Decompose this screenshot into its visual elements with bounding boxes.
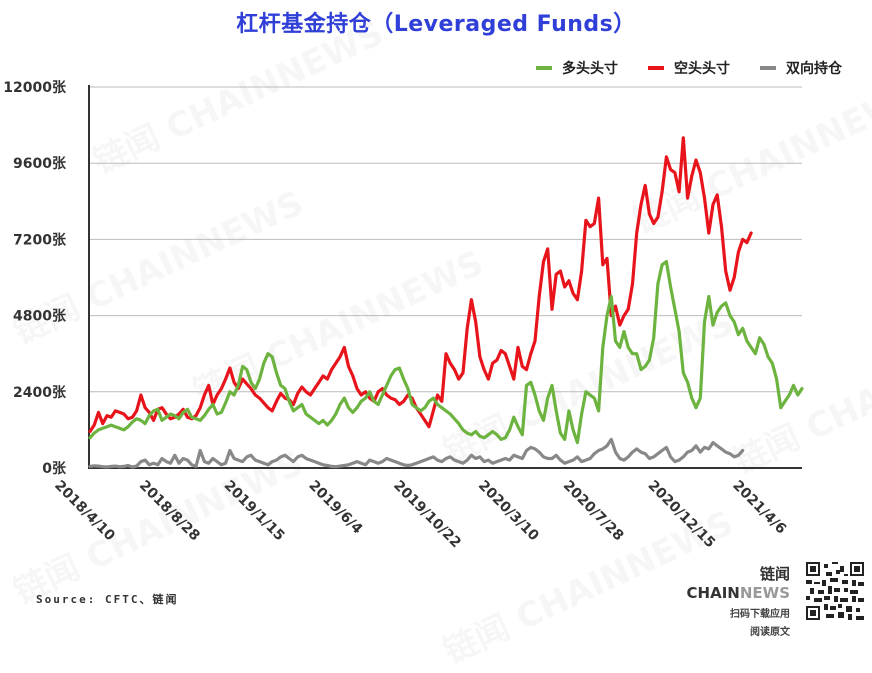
source-note: Source: CFTC、链闻 bbox=[36, 593, 179, 606]
legend-item-long: 多头头寸 bbox=[536, 58, 618, 78]
brand-read-text: 阅读原文 bbox=[750, 627, 790, 638]
x-tick-label: 2019/10/22 bbox=[390, 478, 464, 552]
legend-label-long: 多头头寸 bbox=[562, 61, 618, 77]
y-tick-label: 2400张 bbox=[13, 385, 67, 401]
chart-title: 杠杆基金持仓（Leveraged Funds） bbox=[236, 12, 636, 37]
qr-code-icon[interactable] bbox=[806, 562, 864, 620]
y-tick-label: 12000张 bbox=[3, 80, 67, 96]
legend-label-spread: 双向持仓 bbox=[786, 61, 842, 77]
x-tick-label: 2019/1/15 bbox=[221, 478, 288, 545]
legend-swatch-long bbox=[536, 66, 552, 70]
x-tick-label: 2018/4/10 bbox=[51, 478, 118, 545]
legend-swatch-spread bbox=[760, 66, 776, 70]
y-tick-label: 9600张 bbox=[13, 156, 67, 172]
legend: 多头头寸 空头头寸 双向持仓 bbox=[536, 58, 842, 78]
x-tick-label: 2019/6/4 bbox=[305, 478, 365, 538]
x-tick-label: 2018/8/28 bbox=[136, 478, 203, 545]
brand-download-text: 扫码下载应用 bbox=[730, 609, 790, 620]
brand-name: 链闻 CHAINNEWS bbox=[686, 565, 790, 602]
legend-label-short: 空头头寸 bbox=[674, 61, 730, 77]
x-tick-label: 2021/4/6 bbox=[729, 478, 789, 538]
series-line-0 bbox=[88, 260, 804, 445]
series-line-2 bbox=[88, 437, 745, 469]
legend-swatch-short bbox=[648, 66, 664, 70]
legend-item-short: 空头头寸 bbox=[648, 58, 730, 78]
y-tick-label: 7200张 bbox=[13, 232, 67, 248]
y-tick-label: 4800张 bbox=[13, 309, 67, 325]
x-tick-label: 2020/3/10 bbox=[475, 478, 542, 545]
x-tick-label: 2020/12/15 bbox=[645, 478, 719, 552]
series-line-1 bbox=[88, 136, 753, 434]
legend-item-spread: 双向持仓 bbox=[760, 58, 842, 78]
y-tick-label: 0张 bbox=[42, 461, 67, 477]
x-tick-label: 2020/7/28 bbox=[560, 478, 627, 545]
brand-block: 链闻 CHAINNEWS 扫码下载应用 阅读原文 bbox=[655, 563, 790, 638]
line-chart: 0张 2400张 4800张 7200张 9600张 12000张 2018/4/10 201… bbox=[3, 80, 804, 552]
